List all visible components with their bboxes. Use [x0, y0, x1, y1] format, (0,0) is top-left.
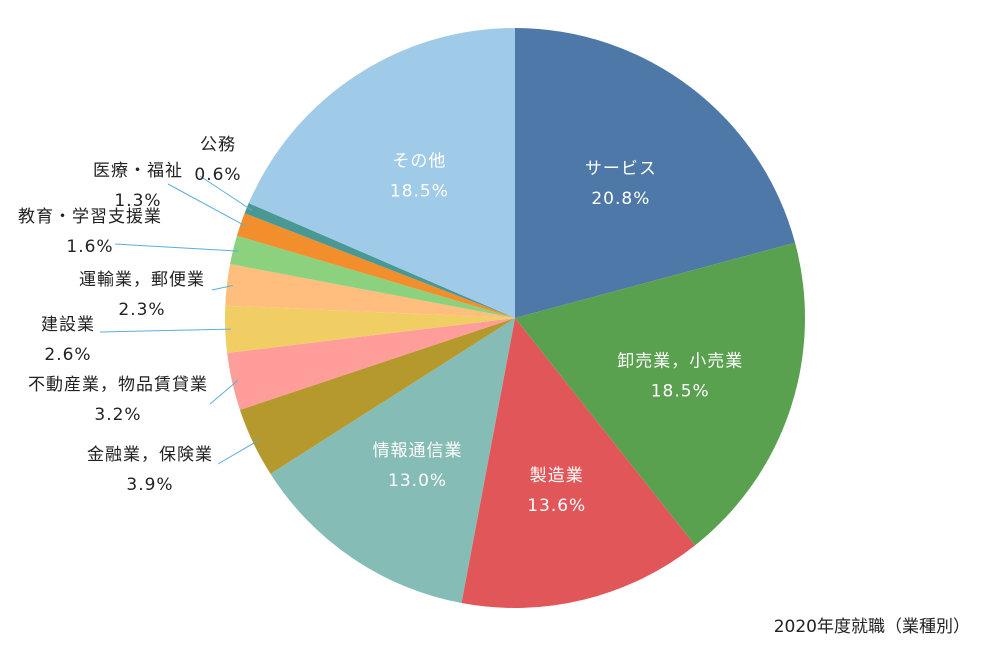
leader-line-7	[211, 284, 233, 291]
pie-slice-2	[461, 318, 696, 608]
slice-value-4: 3.9%	[126, 475, 173, 495]
slice-value-10: 0.6%	[194, 165, 241, 185]
slice-value-11: 18.5%	[390, 182, 449, 202]
slice-value-1: 18.5%	[651, 382, 710, 402]
slice-label-6: 建設業	[41, 315, 95, 335]
pie-slice-8	[230, 235, 516, 318]
pie-slice-4	[239, 318, 515, 474]
pie-slice-5	[227, 318, 515, 410]
slice-label-9: 医療・福祉	[93, 161, 183, 181]
pie-slice-10	[244, 203, 515, 318]
chart-caption: 2020年度就職（業種別）	[773, 617, 970, 637]
pie-slice-1	[515, 242, 805, 546]
pie-slice-11	[248, 28, 515, 318]
pie-slice-9	[236, 213, 515, 318]
slice-label-4: 金融業，保険業	[87, 445, 213, 465]
slice-value-8: 1.6%	[66, 237, 113, 257]
slice-label-8: 教育・学習支援業	[18, 207, 162, 227]
slice-label-11: その他	[392, 152, 446, 172]
slice-value-7: 2.3%	[118, 300, 165, 320]
slice-value-0: 20.8%	[591, 189, 650, 209]
slice-value-3: 13.0%	[388, 471, 447, 491]
pie-slice-7	[225, 264, 516, 318]
leader-line-5	[209, 380, 239, 405]
leader-line-9	[167, 183, 247, 227]
slice-label-0: サービス	[585, 159, 657, 179]
pie-slice-3	[270, 318, 515, 604]
slice-label-2: 製造業	[530, 466, 584, 486]
leader-line-4	[217, 439, 259, 465]
slice-label-7: 運輸業，郵便業	[79, 270, 205, 290]
leader-line-6	[99, 328, 232, 333]
slice-value-9: 1.3%	[114, 191, 161, 211]
slice-value-6: 2.6%	[44, 345, 91, 365]
pie-slice-0	[515, 28, 796, 318]
slice-label-1: 卸売業，小売業	[617, 352, 743, 372]
slice-label-3: 情報通信業	[373, 441, 463, 461]
leader-line-8	[114, 243, 239, 252]
pie-slice-6	[225, 305, 516, 354]
leader-line-10	[199, 175, 253, 211]
slice-label-10: 公務	[200, 135, 236, 155]
slice-label-5: 不動産業，物品賃貸業	[28, 375, 208, 395]
slice-value-2: 13.6%	[527, 496, 586, 516]
slice-value-5: 3.2%	[94, 405, 141, 425]
